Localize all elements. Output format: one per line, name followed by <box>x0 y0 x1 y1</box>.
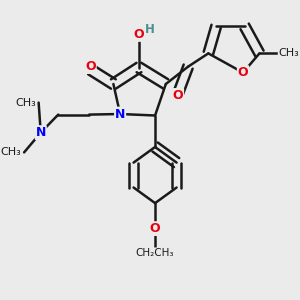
Text: N: N <box>115 107 125 121</box>
Text: O: O <box>172 89 183 102</box>
Text: CH₃: CH₃ <box>15 98 36 108</box>
Text: CH₃: CH₃ <box>1 147 21 158</box>
Text: O: O <box>238 66 248 79</box>
Text: O: O <box>85 60 96 73</box>
Text: O: O <box>134 28 144 41</box>
Text: N: N <box>36 126 46 139</box>
Text: CH₂CH₃: CH₂CH₃ <box>136 248 174 258</box>
Text: CH₃: CH₃ <box>278 48 299 59</box>
Text: H: H <box>145 23 155 36</box>
Text: O: O <box>150 222 160 235</box>
